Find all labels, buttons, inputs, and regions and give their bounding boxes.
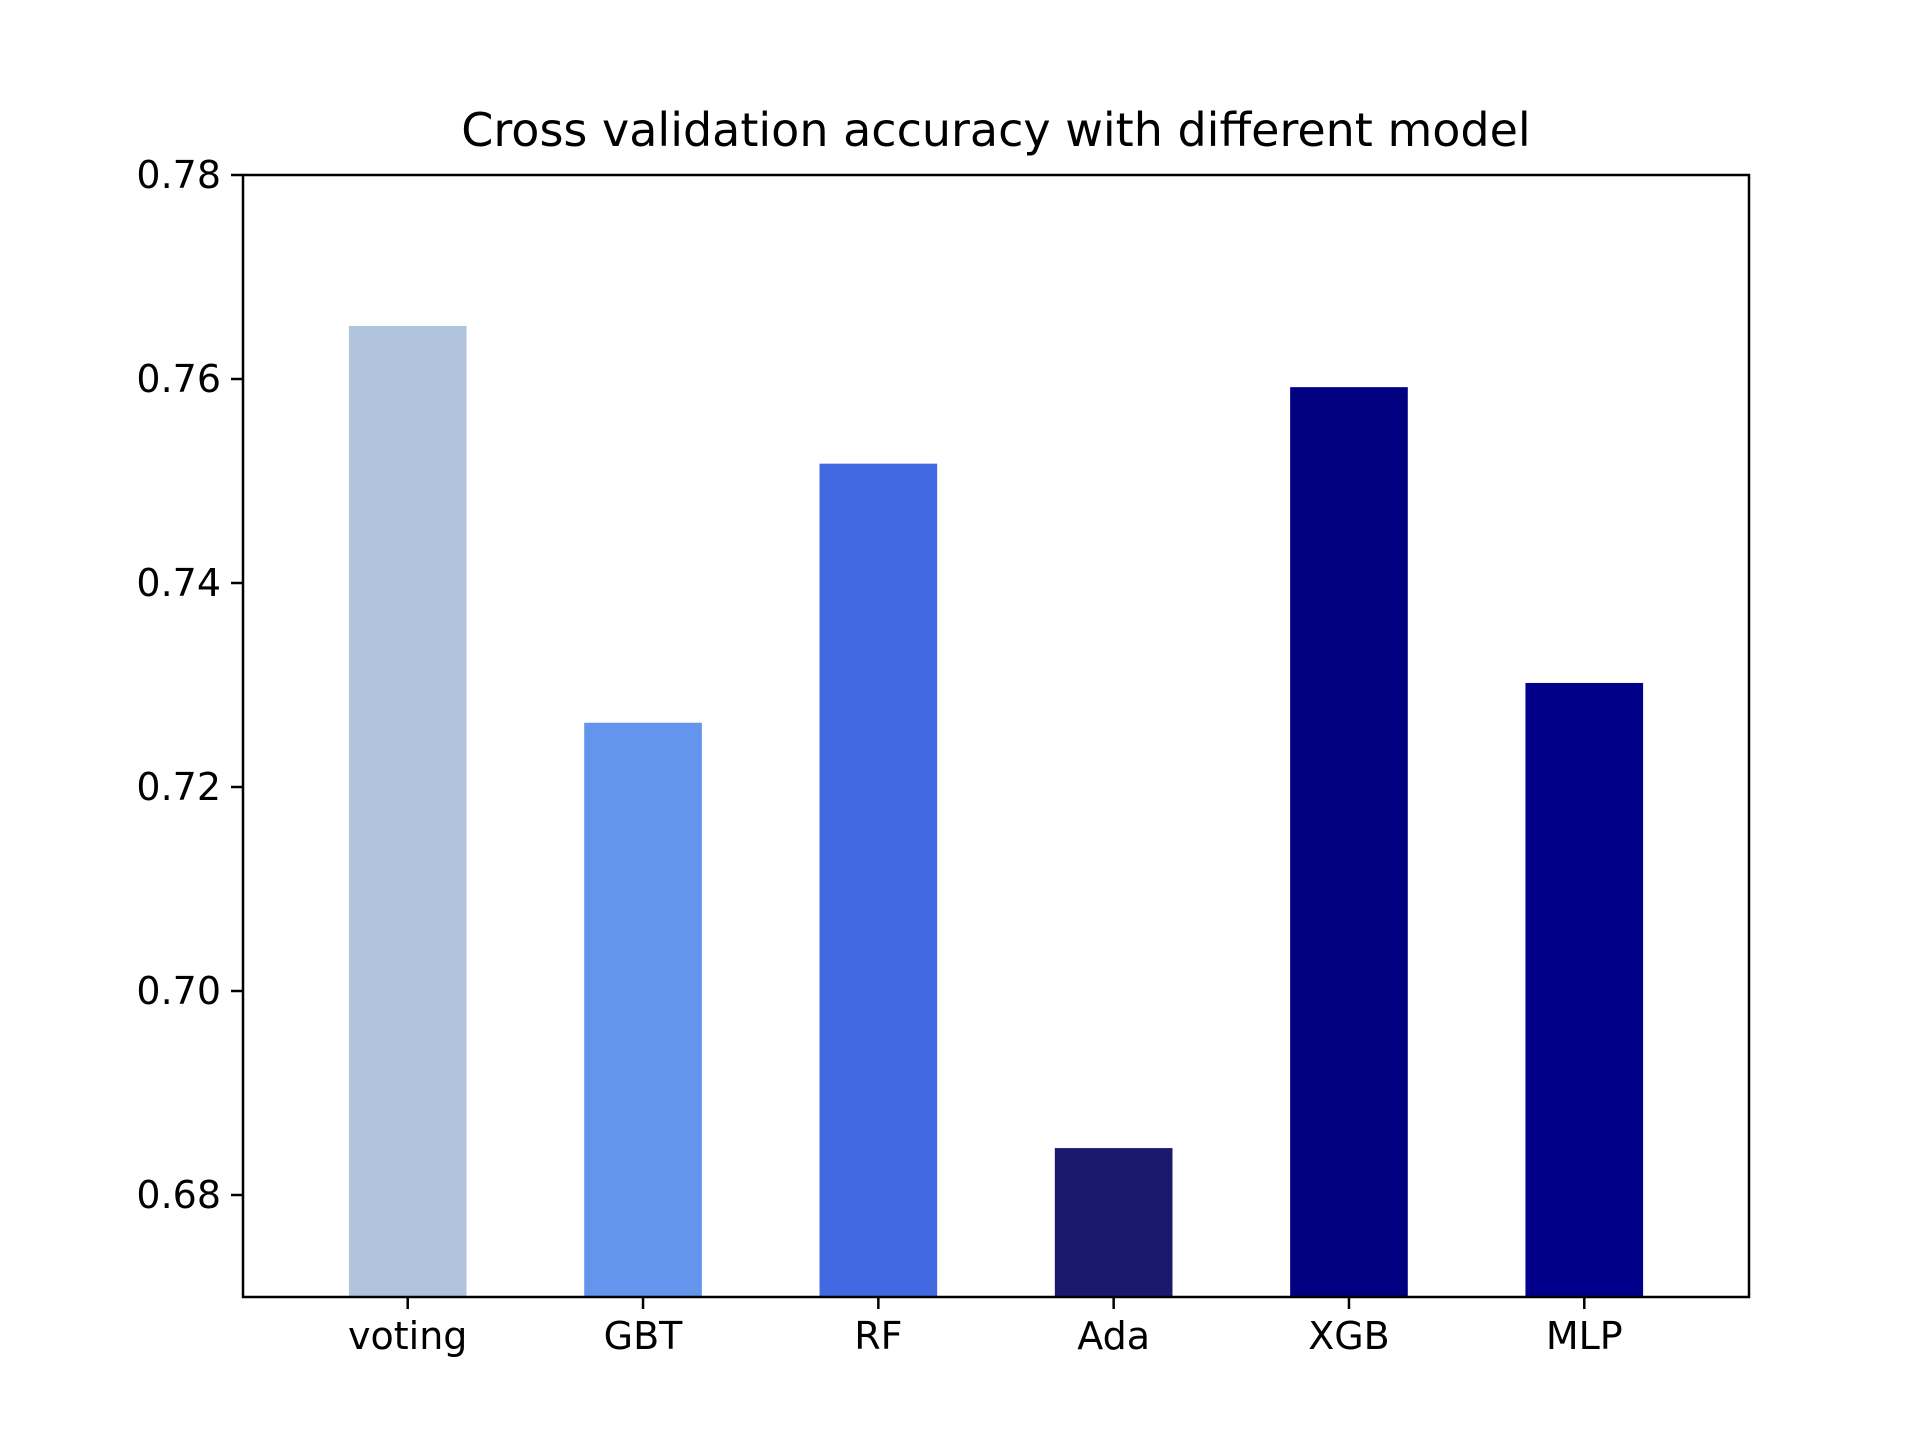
bar-mlp (1525, 682, 1644, 1297)
x-tick-label: MLP (1546, 1314, 1623, 1358)
y-tick-label: 0.74 (136, 561, 221, 605)
x-tick-label: voting (348, 1314, 467, 1358)
y-axis: 0.68 0.70 0.72 0.74 0.76 0.78 (136, 153, 243, 1217)
chart-title: Cross validation accuracy with different… (461, 103, 1530, 157)
plot-frame (241, 173, 1751, 1299)
x-tick-label: GBT (604, 1314, 684, 1358)
y-tick-label: 0.72 (136, 765, 221, 809)
bar-xgb (1290, 387, 1408, 1297)
bar-ada (1054, 1148, 1173, 1297)
bars-layer (348, 325, 1644, 1298)
x-tick-label: XGB (1308, 1314, 1390, 1358)
bar-gbt (584, 722, 702, 1297)
y-tick-label: 0.78 (136, 153, 221, 197)
bar-voting (348, 325, 467, 1298)
x-tick-label: RF (854, 1314, 902, 1358)
y-tick-label: 0.76 (136, 357, 221, 401)
y-tick-label: 0.68 (136, 1173, 221, 1217)
x-tick-label: Ada (1077, 1314, 1150, 1358)
y-tick-label: 0.70 (136, 969, 221, 1013)
bar-rf (819, 463, 938, 1297)
x-axis: voting GBT RF Ada XGB MLP (348, 1297, 1623, 1358)
